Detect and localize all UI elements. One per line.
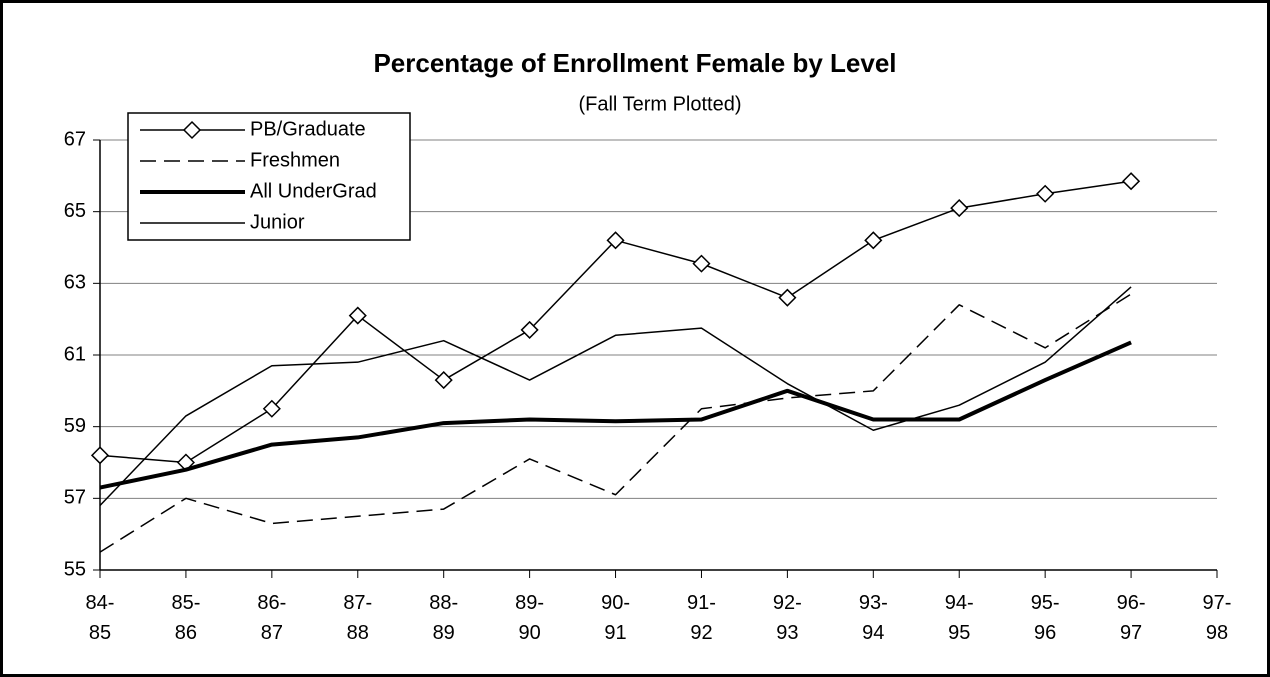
point-marker [1122, 172, 1141, 191]
y-tick-label: 57 [64, 487, 86, 509]
y-tick-label: 59 [64, 415, 86, 437]
point-marker [348, 306, 367, 325]
x-tick-label: 90-91 [601, 592, 630, 644]
x-tick-label: 95-96 [1030, 592, 1060, 644]
x-tick-label: 88-89 [429, 592, 459, 644]
x-tick-label: 85-86 [171, 592, 201, 644]
legend-label: All UnderGrad [250, 180, 377, 202]
x-tick-label: 91-92 [687, 592, 716, 644]
chart-title: Percentage of Enrollment Female by Level [373, 48, 896, 78]
legend-box [127, 112, 411, 241]
point-marker [692, 254, 711, 273]
legend-label: PB/Graduate [250, 118, 366, 140]
y-tick-label: 61 [64, 343, 86, 365]
point-marker [262, 399, 281, 418]
x-tick-label: 87-88 [343, 592, 373, 644]
y-tick-label: 63 [64, 272, 86, 294]
point-marker [1036, 184, 1055, 203]
point-marker [520, 320, 539, 339]
x-tick-label: 92-93 [772, 592, 802, 644]
x-tick-label: 97-98 [1202, 592, 1232, 644]
point-marker [90, 446, 110, 465]
legend-label: Junior [250, 211, 305, 233]
legend-marker [182, 120, 202, 140]
series-line [99, 293, 1132, 553]
series-line [99, 286, 1132, 507]
x-tick-label: 94-95 [944, 592, 974, 644]
series-line [99, 340, 1132, 490]
point-marker [864, 231, 883, 250]
legend-label: Freshmen [250, 149, 340, 171]
point-marker [950, 199, 969, 218]
y-tick-label: 55 [64, 558, 86, 580]
point-marker [778, 288, 797, 307]
point-marker [434, 371, 453, 390]
chart-subtitle: (Fall Term Plotted) [578, 93, 741, 115]
x-tick-label: 93-94 [858, 592, 888, 644]
x-tick-label: 96-97 [1116, 592, 1146, 644]
y-tick-label: 67 [64, 128, 86, 150]
y-tick-label: 65 [64, 200, 86, 222]
x-tick-label: 89-90 [515, 592, 545, 644]
x-tick-label: 86-87 [257, 592, 287, 644]
point-marker [606, 231, 625, 250]
x-tick-label: 84-85 [85, 592, 115, 644]
